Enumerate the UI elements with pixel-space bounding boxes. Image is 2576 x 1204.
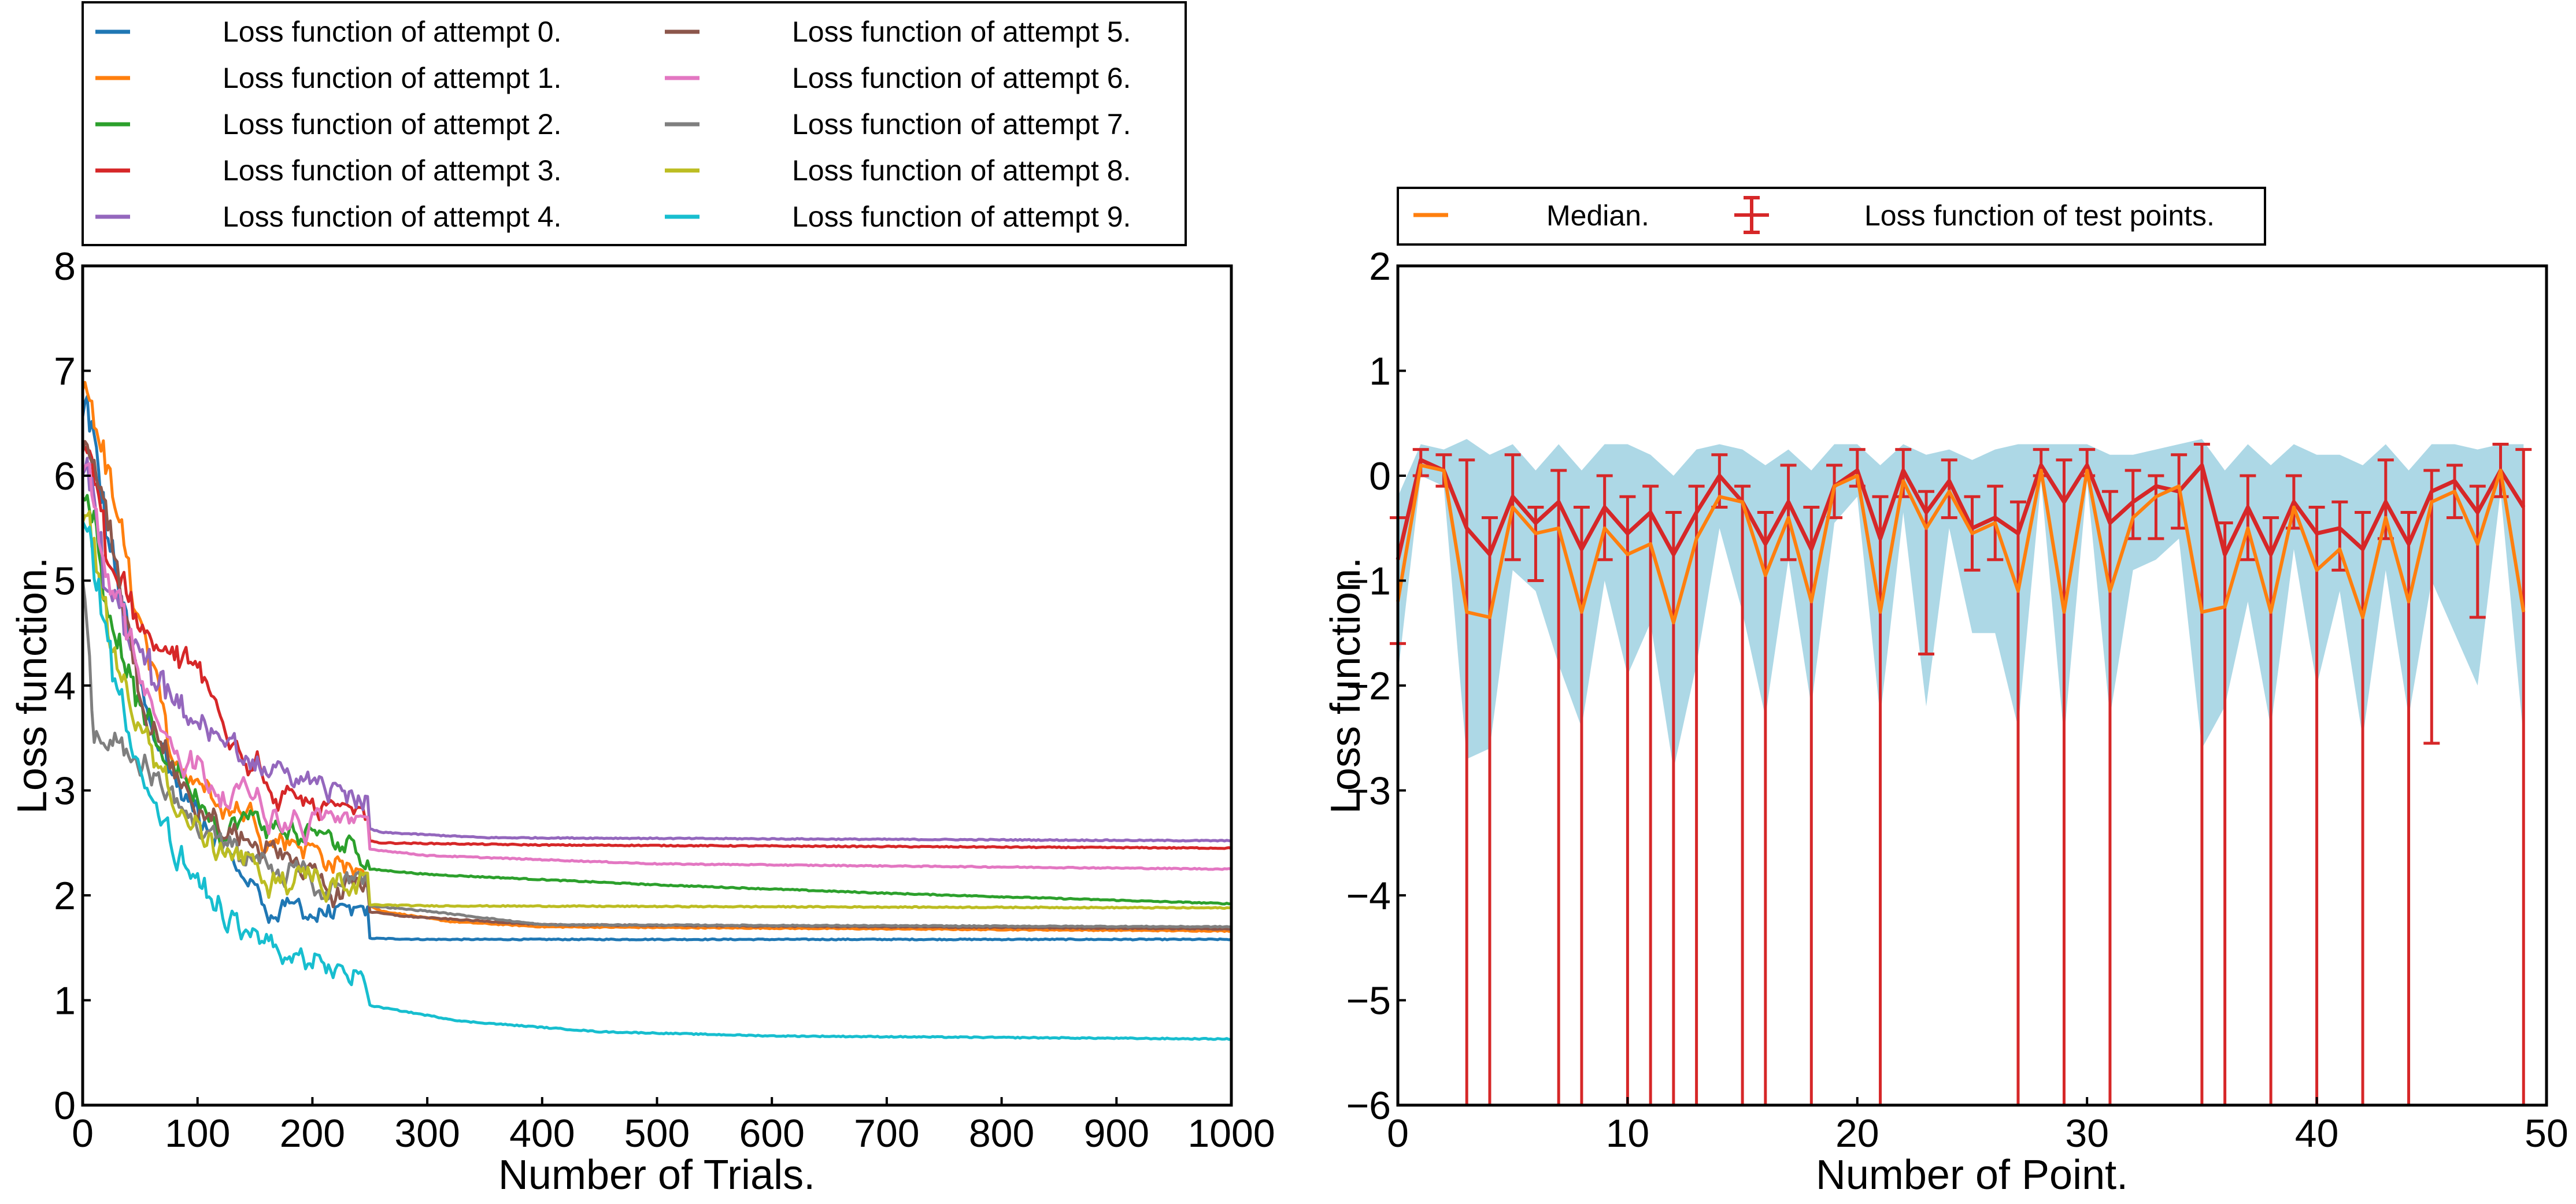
mean-line [1396,458,2526,560]
median-line [1396,463,2526,625]
left-xtick-label: 400 [509,1112,575,1155]
right-ytick-label: −4 [1346,874,1391,918]
right-plot [1390,439,2532,1105]
legend-label-attempt-2: Loss function of attempt 2. [223,108,561,140]
left-legend-items: Loss function of attempt 0. Loss function… [95,16,1131,233]
legend-median-label: Median. [1546,199,1649,232]
left-ytick-label: 1 [54,979,76,1023]
legend-label-attempt-0: Loss function of attempt 0. [223,16,561,48]
right-xtick-label: 40 [2295,1112,2339,1155]
left-ytick-label: 7 [54,350,76,394]
left-xtick-label: 900 [1084,1112,1149,1155]
right-xtick-label: 0 [1387,1112,1409,1155]
right-ytick-label: −5 [1346,979,1391,1023]
right-ytick-label: 1 [1369,350,1391,394]
legend-label-attempt-9: Loss function of attempt 9. [792,201,1131,233]
series-line-attempt-3 [82,444,1232,850]
right-chart: 0 10 20 30 40 50 −6 −5 −4 −3 −2 −1 0 1 2 Number of Po… [1323,187,2568,1198]
left-ytick-label: 0 [54,1084,76,1128]
legend-label-attempt-7: Loss function of attempt 7. [792,108,1131,140]
left-ytick-label: 4 [54,664,76,708]
left-ytick-label: 3 [54,769,76,813]
left-xtick-label: 700 [854,1112,919,1155]
left-ytick-label: 5 [54,560,76,603]
right-yticks: −6 −5 −4 −3 −2 −1 0 1 2 [1346,244,1406,1128]
right-ytick-label: −6 [1346,1084,1391,1128]
right-xticks: 0 10 20 30 40 50 [1387,1097,2568,1155]
right-ytick-label: −1 [1346,560,1391,603]
left-y-axis-label: Loss function. [9,557,55,814]
left-legend: Loss function of attempt 0. Loss function… [82,1,1187,246]
legend-label-attempt-8: Loss function of attempt 8. [792,154,1131,187]
legend-errorbar-swatch [1734,196,1769,234]
left-xtick-label: 600 [739,1112,804,1155]
right-ytick-label: −2 [1346,664,1391,708]
legend-label-attempt-1: Loss function of attempt 1. [223,62,561,94]
right-xtick-label: 20 [1835,1112,1879,1155]
series-line-attempt-7 [81,579,1232,929]
left-legend-frame [82,1,1187,246]
left-xtick-label: 0 [72,1112,94,1155]
right-legend: Median. Loss function of test points. [1397,187,2266,246]
left-ytick-label: 6 [54,454,76,498]
right-xtick-label: 10 [1606,1112,1650,1155]
left-ytick-label: 8 [54,244,76,288]
series-line-attempt-0 [81,395,1232,942]
left-xtick-label: 800 [969,1112,1034,1155]
series-line-attempt-6 [81,462,1232,871]
left-yticks: 0 1 2 3 4 5 6 7 8 [54,244,91,1128]
left-xtick-label: 300 [394,1112,460,1155]
right-ytick-label: −3 [1346,769,1391,813]
left-x-axis-label: Number of Trials. [498,1152,815,1198]
left-xtick-label: 500 [624,1112,690,1155]
series-line-attempt-8 [81,510,1232,910]
left-xticks: 0 100 200 300 400 500 600 700 800 900 1000 [72,1097,1275,1155]
confidence-band [1398,439,2524,770]
right-x-axis-label: Number of Point. [1816,1152,2128,1198]
series-line-attempt-1 [81,381,1232,933]
left-lines [81,381,1232,1041]
legend-testpoints-label: Loss function of test points. [1864,199,2215,232]
right-legend-frame [1397,187,2266,246]
series-line-attempt-2 [82,494,1232,906]
right-xtick-label: 30 [2065,1112,2109,1155]
left-xtick-label: 100 [165,1112,230,1155]
right-ytick-label: 2 [1369,244,1391,288]
legend-label-attempt-4: Loss function of attempt 4. [223,201,561,233]
left-xtick-label: 200 [280,1112,345,1155]
left-xtick-label: 1000 [1187,1112,1275,1155]
legend-label-attempt-3: Loss function of attempt 3. [223,154,561,187]
left-ytick-label: 2 [54,874,76,918]
left-axes-frame [81,264,1233,1107]
right-y-axis-label: Loss function. [1323,557,1369,814]
series-line-attempt-4 [81,457,1232,843]
right-xtick-label: 50 [2525,1112,2568,1155]
legend-label-attempt-5: Loss function of attempt 5. [792,16,1131,48]
series-line-attempt-9 [81,521,1231,1041]
left-chart: 0 100 200 300 400 500 600 700 800 900 1000 0 1 2 3 4 5 6… [9,1,1275,1198]
legend-label-attempt-6: Loss function of attempt 6. [792,62,1131,94]
right-ytick-label: 0 [1369,454,1391,498]
